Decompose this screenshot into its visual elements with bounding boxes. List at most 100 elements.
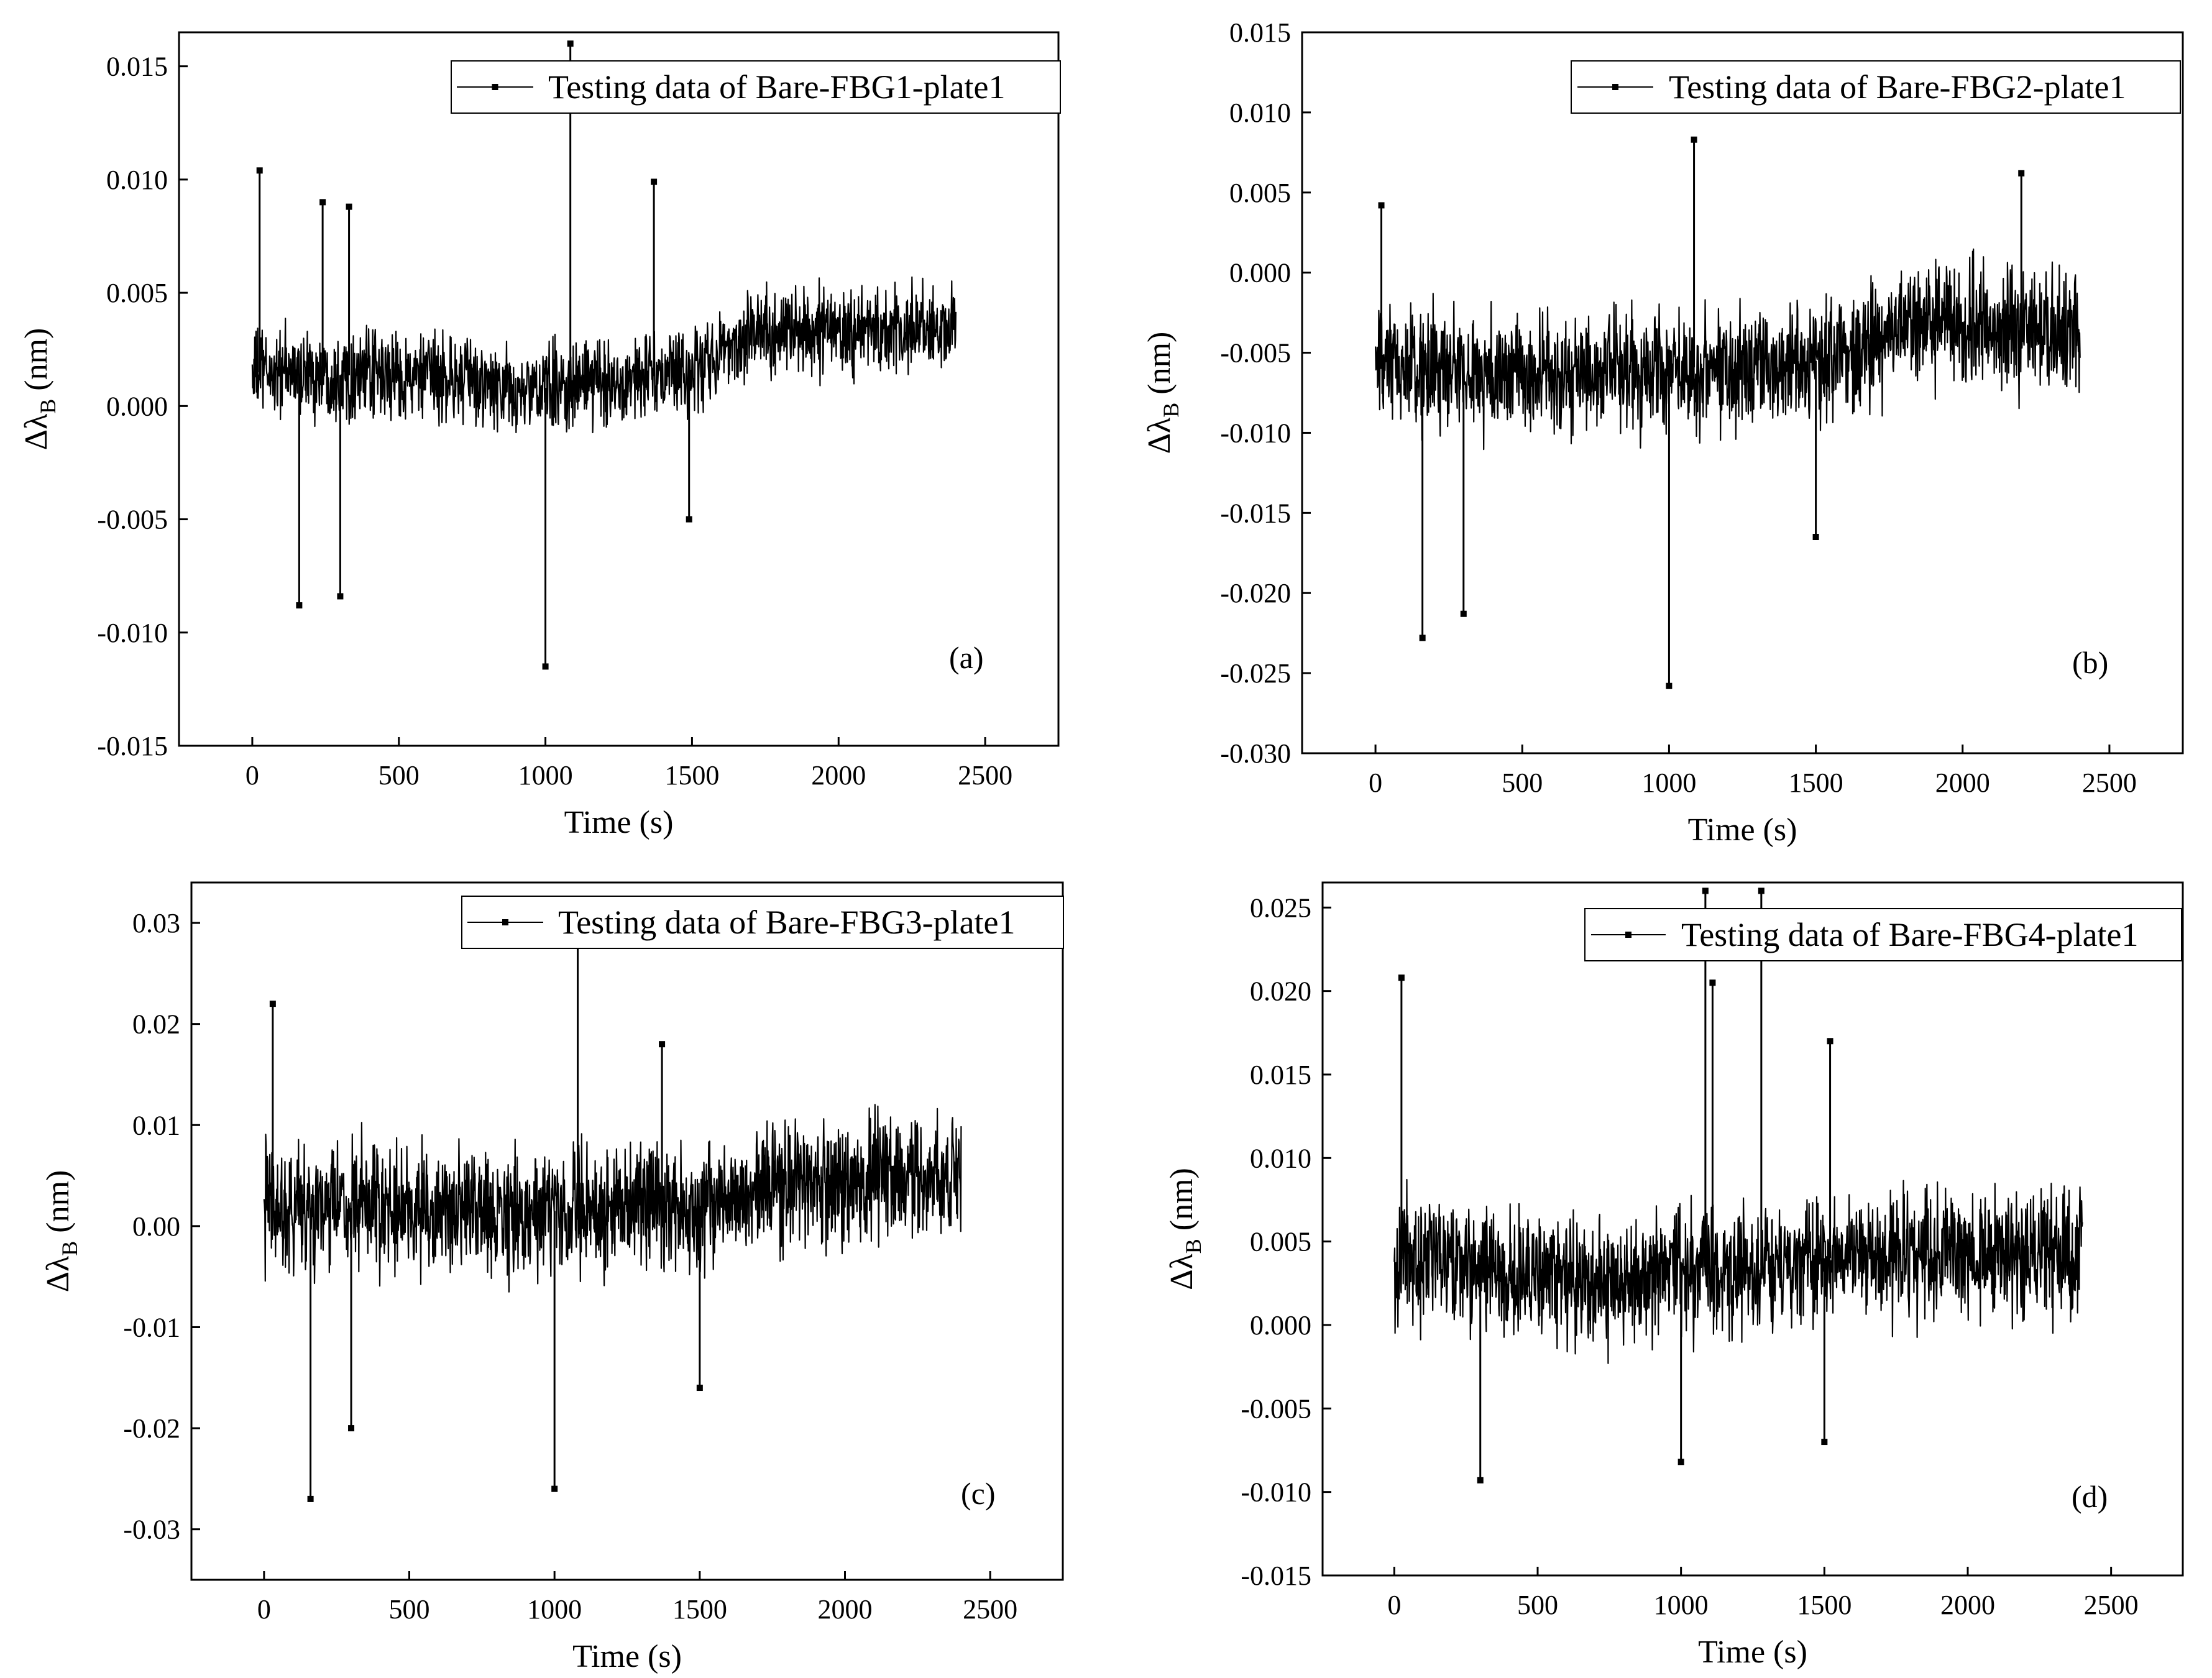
x-tick-label: 0 bbox=[246, 760, 259, 791]
ticks: 0 500 1000 1500 2000 2500 -0.015 -0.010 -0.005 0.… bbox=[97, 52, 1012, 791]
legend-point-marker bbox=[1625, 932, 1631, 938]
x-tick-label: 500 bbox=[1502, 768, 1543, 798]
y-axis-title-main: Δλ bbox=[1164, 1254, 1200, 1290]
y-tick-label: 0.010 bbox=[1229, 98, 1291, 128]
spike-point bbox=[256, 167, 263, 174]
y-tick-label: 0.005 bbox=[106, 278, 168, 308]
legend: Testing data of Bare-FBG4-plate1 bbox=[1584, 908, 2182, 961]
x-tick-label: 500 bbox=[1517, 1590, 1558, 1620]
legend-box bbox=[1584, 908, 2182, 961]
legend-label: Testing data of Bare-FBG4-plate1 bbox=[1681, 916, 2139, 953]
x-tick-label: 1500 bbox=[1797, 1590, 1852, 1620]
y-tick-label: -0.005 bbox=[97, 505, 168, 535]
panel-label: (c) bbox=[961, 1476, 996, 1511]
y-axis-title-main: Δλ bbox=[40, 1256, 76, 1293]
x-tick-label: 1000 bbox=[1641, 768, 1696, 798]
x-axis-title: Time (s) bbox=[564, 805, 674, 840]
x-tick-label: 1000 bbox=[518, 760, 573, 791]
panel-d: 0 500 1000 1500 2000 2500 -0.015 -0.010 -0.005 0.… bbox=[1164, 881, 2184, 1670]
plot-area bbox=[263, 930, 962, 1502]
legend-box bbox=[1571, 60, 2181, 114]
legend-box bbox=[461, 896, 1064, 949]
x-tick-label: 2500 bbox=[2082, 768, 2137, 798]
y-tick-label: -0.010 bbox=[1220, 418, 1291, 448]
legend-label: Testing data of Bare-FBG3-plate1 bbox=[558, 904, 1016, 941]
spike-point bbox=[1821, 1439, 1828, 1446]
legend-box bbox=[451, 60, 1061, 114]
y-axis-title: ΔλB (nm) bbox=[1142, 332, 1183, 454]
ticks: 0 500 1000 1500 2000 2500 -0.030 -0.025 -0.020 -0… bbox=[1220, 17, 2137, 798]
series-line bbox=[1393, 1178, 2083, 1364]
y-tick-label: 0.020 bbox=[1250, 976, 1311, 1007]
y-tick-label: 0.015 bbox=[1229, 17, 1291, 48]
y-tick-label: -0.02 bbox=[123, 1413, 180, 1444]
axes-frame bbox=[190, 881, 1064, 1581]
axes-frame bbox=[1301, 31, 2184, 754]
legend-point-marker bbox=[502, 919, 508, 925]
y-axis-title-main: Δλ bbox=[19, 414, 54, 451]
y-tick-label: -0.025 bbox=[1220, 658, 1291, 689]
y-axis-title-subscript: B bbox=[35, 399, 60, 414]
y-tick-label: 0.015 bbox=[1250, 1060, 1311, 1090]
spike-point bbox=[319, 199, 326, 206]
y-tick-label: -0.005 bbox=[1241, 1393, 1311, 1424]
legend-label: Testing data of Bare-FBG1-plate1 bbox=[548, 68, 1006, 106]
spike-point bbox=[1758, 887, 1765, 894]
spike-point bbox=[1812, 534, 1819, 540]
x-tick-label: 500 bbox=[379, 760, 420, 791]
plot-area bbox=[1393, 887, 2083, 1483]
x-tick-label: 0 bbox=[1387, 1590, 1401, 1620]
y-tick-label: -0.010 bbox=[1241, 1477, 1311, 1508]
spike-point bbox=[659, 1041, 666, 1048]
spike-point bbox=[1398, 974, 1405, 981]
y-axis-title: ΔλB (nm) bbox=[40, 1170, 82, 1293]
x-tick-label: 2000 bbox=[1935, 768, 1990, 798]
spike-point bbox=[1709, 979, 1716, 986]
x-tick-label: 2500 bbox=[2084, 1590, 2139, 1620]
series-line bbox=[251, 276, 957, 434]
series-line bbox=[1375, 248, 2081, 451]
x-tick-label: 1000 bbox=[527, 1594, 582, 1625]
panel-label: (d) bbox=[2072, 1479, 2108, 1514]
y-tick-label: 0.025 bbox=[1250, 892, 1311, 923]
y-tick-label: 0.005 bbox=[1229, 178, 1291, 208]
legend-point-marker bbox=[1612, 84, 1618, 90]
series-line bbox=[263, 1104, 962, 1293]
spike-point bbox=[542, 663, 549, 670]
y-axis-title: ΔλB (nm) bbox=[19, 328, 60, 451]
x-tick-label: 2500 bbox=[958, 760, 1012, 791]
spike-point bbox=[551, 1485, 558, 1492]
spike-point bbox=[1677, 1459, 1684, 1465]
y-axis-title-unit: (nm) bbox=[40, 1170, 76, 1241]
y-tick-label: 0.010 bbox=[106, 165, 168, 195]
y-axis-title: ΔλB (nm) bbox=[1164, 1168, 1206, 1290]
y-tick-label: -0.005 bbox=[1220, 338, 1291, 369]
y-axis-title-unit: (nm) bbox=[19, 328, 54, 399]
spike-point bbox=[1419, 635, 1426, 641]
legend: Testing data of Bare-FBG2-plate1 bbox=[1571, 60, 2181, 114]
x-tick-label: 1500 bbox=[664, 760, 719, 791]
ticks: 0 500 1000 1500 2000 2500 -0.015 -0.010 -0.005 0.… bbox=[1241, 892, 2138, 1620]
y-axis-title-unit: (nm) bbox=[1164, 1168, 1200, 1239]
x-tick-label: 1500 bbox=[1789, 768, 1843, 798]
spike-point bbox=[348, 1425, 355, 1432]
y-tick-label: 0.005 bbox=[1250, 1227, 1311, 1257]
y-tick-label: 0.02 bbox=[132, 1009, 180, 1040]
spike-point bbox=[296, 602, 303, 609]
panel-label: (a) bbox=[949, 640, 984, 675]
y-tick-label: -0.03 bbox=[123, 1515, 180, 1545]
spike-point bbox=[1666, 682, 1673, 689]
y-tick-label: -0.015 bbox=[1220, 498, 1291, 528]
y-axis-title-subscript: B bbox=[1181, 1239, 1206, 1254]
x-tick-label: 0 bbox=[1369, 768, 1382, 798]
x-tick-label: 2500 bbox=[963, 1594, 1017, 1625]
x-tick-label: 1000 bbox=[1654, 1590, 1709, 1620]
y-axis-title-subscript: B bbox=[57, 1241, 82, 1256]
legend-point-marker bbox=[492, 84, 498, 90]
y-tick-label: 0.015 bbox=[106, 52, 168, 82]
spike-point bbox=[1691, 136, 1697, 143]
spike-point bbox=[307, 1495, 314, 1502]
spike-point bbox=[346, 203, 352, 210]
x-axis-title: Time (s) bbox=[572, 1639, 682, 1674]
